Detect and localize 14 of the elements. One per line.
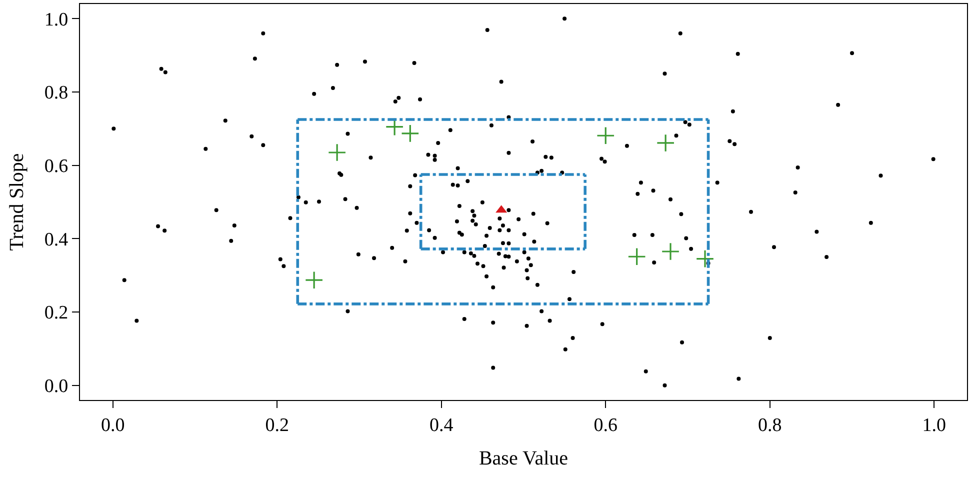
y-tick-label: 1.0: [44, 9, 68, 30]
y-tick-label: 0.0: [44, 376, 68, 397]
x-tick-label: 0.2: [265, 414, 289, 436]
x-tick-label: 1.0: [922, 414, 946, 436]
x-tick-label: 0.8: [758, 414, 782, 436]
y-tick-label: 0.6: [44, 156, 68, 177]
x-axis-title: Base Value: [478, 447, 568, 470]
x-tick-label: 0.0: [100, 414, 125, 436]
y-tick-label: 0.4: [44, 229, 69, 250]
y-tick-label: 0.8: [44, 82, 68, 104]
x-tick-label: 0.6: [594, 414, 618, 436]
x-tick-label: 0.4: [429, 414, 454, 436]
y-tick-label: 0.2: [44, 302, 68, 324]
y-axis-title: Trend Slope: [6, 153, 28, 251]
